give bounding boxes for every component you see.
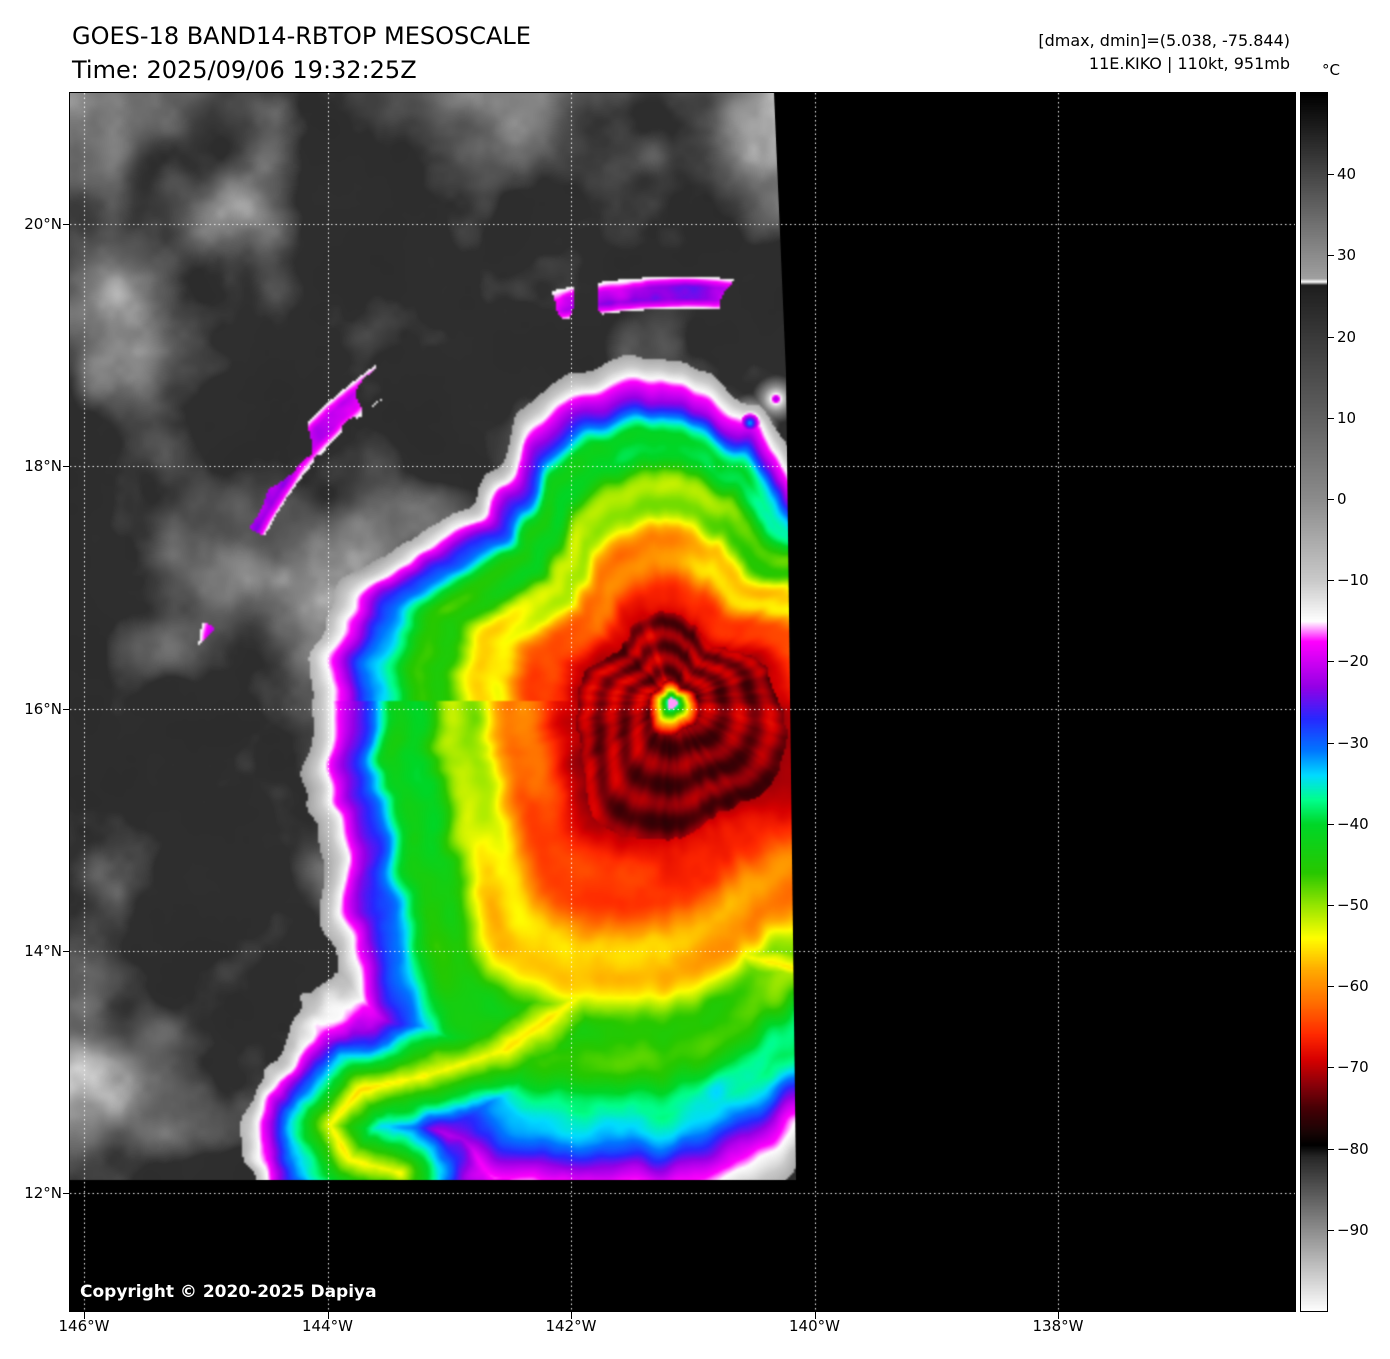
lat-tick-label: 14°N <box>24 941 62 960</box>
colorbar-tick-mark <box>1328 986 1334 988</box>
colorbar-tick-mark <box>1328 905 1334 906</box>
colorbar-tick-label: −40 <box>1337 814 1369 833</box>
lat-tick-label: 18°N <box>24 457 62 476</box>
colorbar-tick-label: −10 <box>1337 571 1369 590</box>
colorbar-tick-mark <box>1328 255 1334 257</box>
colorbar-tick-label: −90 <box>1337 1220 1369 1239</box>
colorbar-tick-label: −60 <box>1337 977 1369 996</box>
lat-tick-mark <box>63 1193 70 1194</box>
lat-tick-label: 16°N <box>24 699 62 718</box>
lon-tick-mark <box>327 1312 329 1319</box>
colorbar-tick-mark <box>1328 336 1334 338</box>
colorbar-tick-label: 30 <box>1337 246 1357 265</box>
satellite-map-image <box>69 92 1296 1312</box>
colorbar-tick-mark <box>1328 1067 1334 1069</box>
colorbar-tick-label: 20 <box>1337 327 1357 346</box>
colorbar <box>1300 92 1328 1312</box>
lon-tick-mark <box>1058 1312 1059 1319</box>
lon-tick-label: 146°W <box>58 1317 110 1335</box>
lat-tick-label: 12°N <box>24 1184 62 1202</box>
colorbar-tick-label: −80 <box>1337 1139 1369 1158</box>
colorbar-tick-label: 10 <box>1337 408 1357 427</box>
lat-tick-label: 20°N <box>24 215 62 233</box>
lon-tick-label: 138°W <box>1032 1317 1084 1335</box>
readouts: [dmax, dmin]=(5.038, -75.844) 11E.KIKO |… <box>1038 29 1290 75</box>
lon-tick-label: 142°W <box>545 1317 597 1335</box>
lat-tick-mark <box>63 224 70 225</box>
colorbar-tick-mark <box>1328 661 1334 663</box>
lon-tick-label: 144°W <box>302 1317 353 1335</box>
lat-tick-mark <box>63 708 70 710</box>
colorbar-tick-mark <box>1328 1148 1334 1150</box>
colorbar-unit-label: °C <box>1322 61 1340 79</box>
lon-tick-mark <box>571 1312 572 1319</box>
colorbar-tick-mark <box>1328 499 1334 500</box>
storm-readout: 11E.KIKO | 110kt, 951mb <box>1088 54 1290 73</box>
timestamp: Time: 2025/09/06 19:32:25Z <box>72 56 417 84</box>
lon-tick-mark <box>84 1312 85 1319</box>
colorbar-tick-label: −50 <box>1337 896 1369 914</box>
dmax-dmin-readout: [dmax, dmin]=(5.038, -75.844) <box>1038 31 1290 50</box>
colorbar-tick-mark <box>1328 174 1334 176</box>
copyright-watermark: Copyright © 2020-2025 Dapiya <box>80 1282 377 1302</box>
colorbar-tick-label: 0 <box>1337 490 1347 508</box>
colorbar-tick-mark <box>1328 823 1334 825</box>
product-title: GOES-18 BAND14-RBTOP MESOSCALE <box>72 22 531 50</box>
lon-tick-mark <box>814 1312 816 1319</box>
lon-tick-label: 140°W <box>789 1317 840 1335</box>
colorbar-tick-label: 40 <box>1337 165 1357 184</box>
colorbar-tick-label: −30 <box>1337 733 1369 752</box>
colorbar-tick-label: −70 <box>1337 1058 1369 1077</box>
colorbar-tick-mark <box>1328 1229 1334 1231</box>
colorbar-tick-mark <box>1328 417 1334 419</box>
colorbar-tick-label: −20 <box>1337 652 1369 671</box>
colorbar-tick-mark <box>1328 742 1334 744</box>
lat-tick-mark <box>63 466 70 468</box>
lat-tick-mark <box>63 950 70 952</box>
colorbar-tick-mark <box>1328 580 1334 582</box>
